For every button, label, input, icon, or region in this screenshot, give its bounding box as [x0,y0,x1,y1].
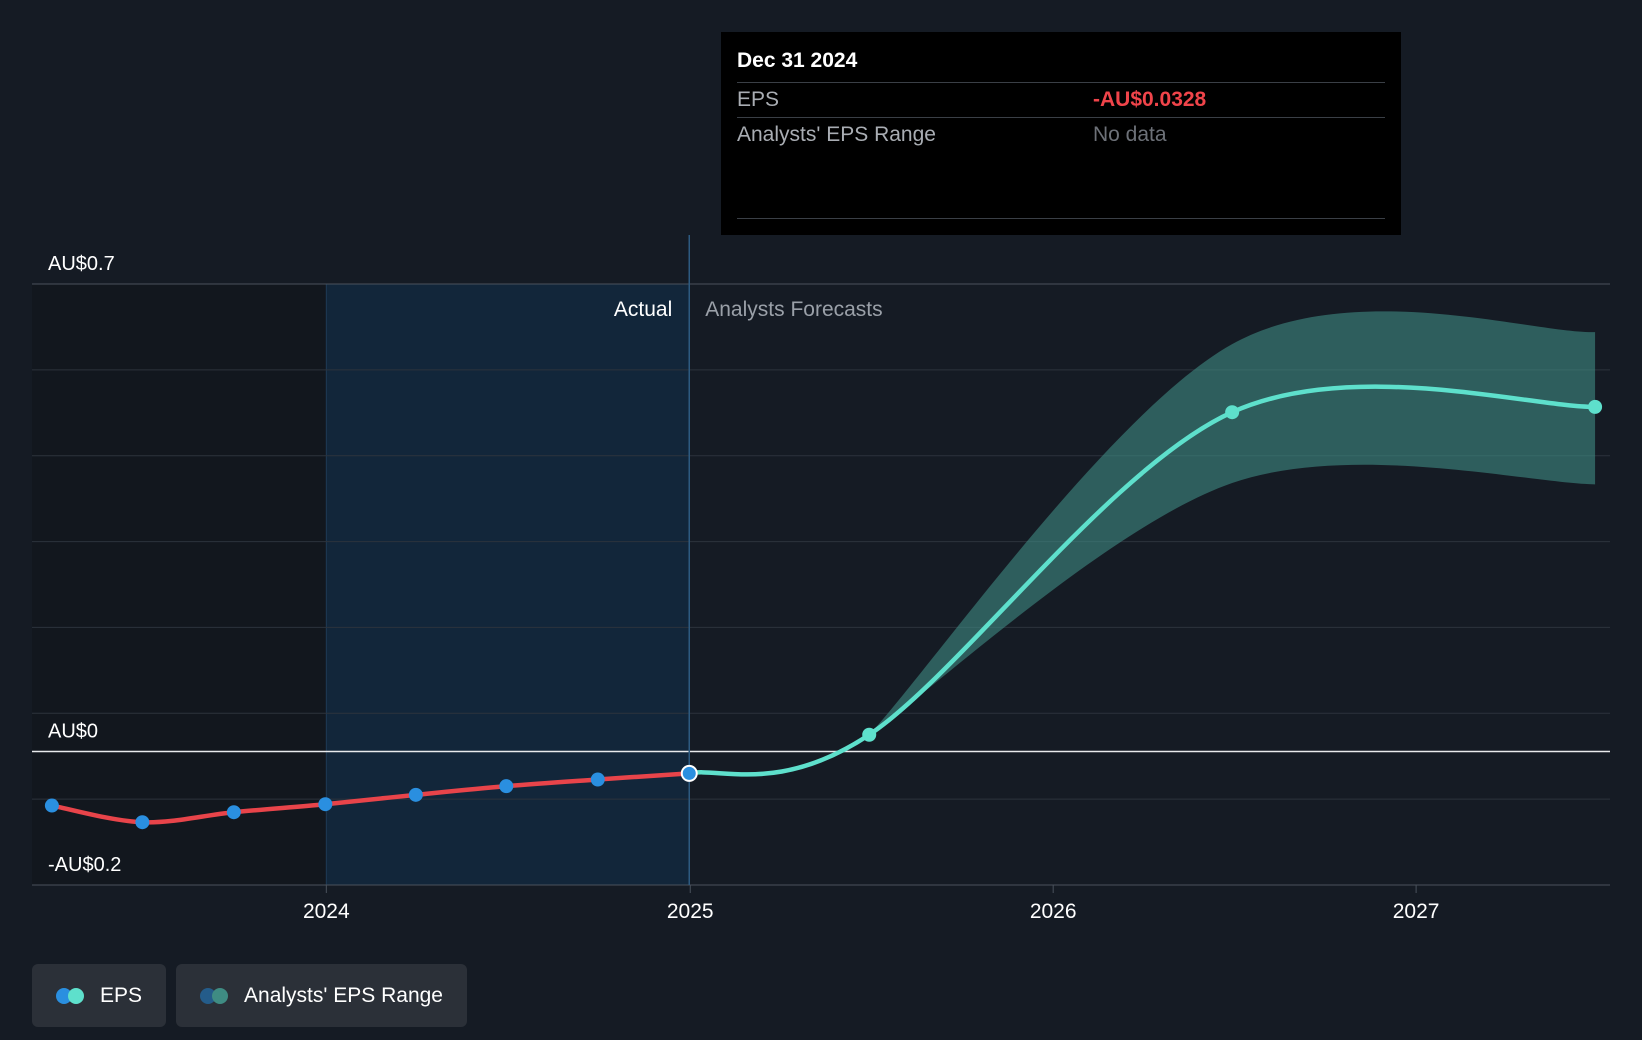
eps-forecast-point [1588,399,1603,414]
tooltip-range-row: Analysts' EPS Range No data [737,118,1385,152]
tooltip-range-label: Analysts' EPS Range [737,123,936,146]
eps-actual-point [408,787,423,802]
eps-actual-point [44,798,59,813]
eps-actual-line [49,771,692,825]
legend-range-dot-forecast [212,987,229,1004]
legend-range-swatch [200,987,230,1004]
legend-range-label: Analysts' EPS Range [244,983,443,1007]
tooltip-range-value: No data [1093,123,1167,146]
eps-highlighted-point [680,764,698,782]
tooltip-eps-label: EPS [737,88,780,111]
eps-forecast-line [687,384,1598,777]
tooltip-divider [737,218,1385,219]
tooltip: Dec 31 2024 EPS -AU$0.0328 Analysts' EPS… [721,32,1401,235]
eps-forecast-point [1225,405,1240,420]
legend-eps-dot-forecast [68,987,84,1004]
y-tick-label: -AU$0.2 [48,854,121,876]
actual-label: Actual [614,298,672,321]
legend: EPS Analysts' EPS Range [32,964,467,1027]
eps-range-band [869,311,1596,735]
legend-item-range[interactable]: Analysts' EPS Range [176,964,467,1027]
forecast-label: Analysts Forecasts [705,298,882,321]
legend-eps-swatch [56,987,86,1004]
x-tick-label: 2027 [1393,900,1440,923]
eps-actual-point [226,805,241,820]
eps-actual-point [318,797,333,812]
eps-actual-point [135,815,150,830]
x-tick-label: 2026 [1030,900,1077,923]
legend-item-eps[interactable]: EPS [32,964,167,1027]
eps-actual-point [590,772,605,787]
highlight-region [326,284,690,885]
tooltip-eps-row: EPS -AU$0.0328 [737,83,1385,118]
tooltip-eps-value: -AU$0.0328 [1093,88,1207,111]
x-tick-label: 2024 [303,900,350,923]
eps-actual-point [499,779,514,794]
y-tick-label: AU$0 [48,720,98,742]
x-tick-label: 2025 [667,900,714,923]
eps-forecast-point [862,727,877,742]
y-tick-label: AU$0.7 [48,253,115,275]
legend-eps-label: EPS [100,983,143,1007]
tooltip-date: Dec 31 2024 [737,46,1385,83]
